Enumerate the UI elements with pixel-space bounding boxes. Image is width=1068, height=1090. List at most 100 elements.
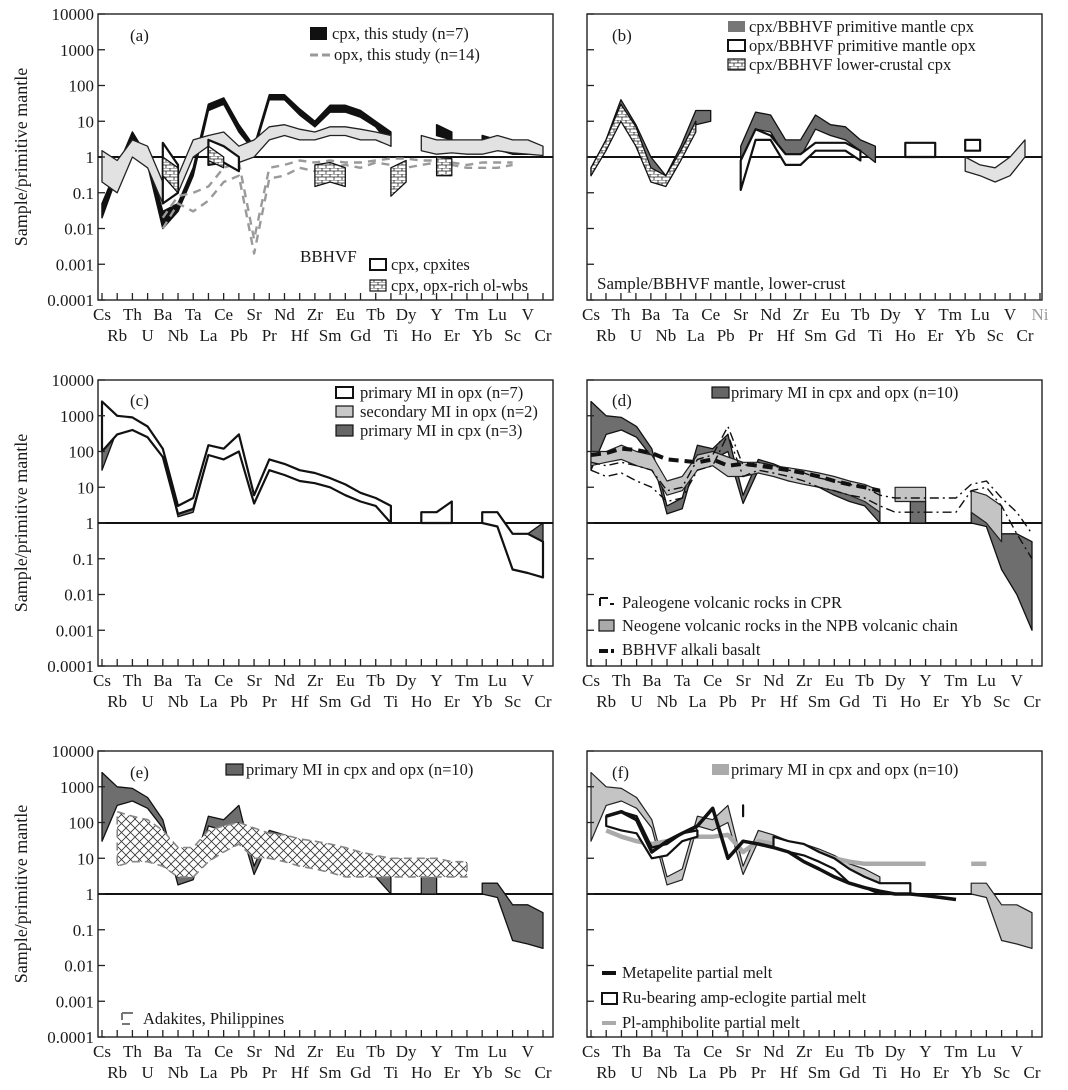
x-tick-label-th: Th bbox=[123, 305, 142, 324]
x-tick-label-er: Er bbox=[444, 1063, 460, 1082]
legend-label-opx-primitive: opx/BBHVF primitive mantle opx bbox=[749, 36, 977, 55]
x-tick-label-sm: Sm bbox=[804, 326, 827, 345]
x-tick-label-nb: Nb bbox=[657, 692, 678, 711]
x-tick-label-er: Er bbox=[933, 1063, 949, 1082]
x-tick-label-eu: Eu bbox=[336, 305, 355, 324]
x-tick-label-dy: Dy bbox=[396, 1042, 417, 1061]
x-tick-label-ho: Ho bbox=[900, 692, 921, 711]
y-tick-label: 0.1 bbox=[73, 921, 94, 940]
x-tick-label-pb: Pb bbox=[717, 326, 735, 345]
series-5-segment-1 bbox=[162, 156, 179, 194]
x-tick-label-nd: Nd bbox=[274, 1042, 295, 1061]
series-2-segment-1 bbox=[161, 161, 513, 255]
x-tick-label-yb: Yb bbox=[472, 326, 493, 345]
x-tick-label-sr: Sr bbox=[733, 305, 748, 324]
x-tick-label-ti: Ti bbox=[873, 1063, 888, 1082]
panel-c: (c) primary MI in opx (n=7) secondary MI… bbox=[97, 379, 554, 667]
legend-key-opx-primitive bbox=[727, 39, 746, 52]
x-tick-label-zr: Zr bbox=[307, 671, 323, 690]
y-tick-label: 100 bbox=[69, 814, 95, 833]
x-tick-label-cs: Cs bbox=[93, 671, 111, 690]
x-tick-label-eu: Eu bbox=[825, 1042, 844, 1061]
x-tick-label-sc: Sc bbox=[993, 1063, 1010, 1082]
panel-a-annotation-bbhvf: BBHVF bbox=[300, 247, 357, 266]
x-tick-label-v: V bbox=[1004, 305, 1017, 324]
x-tick-label-zr: Zr bbox=[796, 1042, 812, 1061]
legend-label-cpx-this-study: cpx, this study (n=7) bbox=[332, 24, 469, 43]
legend-key-primary-mi-opx bbox=[335, 386, 354, 399]
x-tick-label-er: Er bbox=[444, 326, 460, 345]
x-tick-label-eu: Eu bbox=[825, 671, 844, 690]
legend-key-paleogene bbox=[599, 597, 614, 606]
x-tick-label-tb: Tb bbox=[855, 1042, 874, 1061]
legend-key-primary-mi-cpx-opx-f bbox=[712, 764, 729, 775]
x-tick-label-ti: Ti bbox=[384, 326, 399, 345]
y-tick-label: 0.0001 bbox=[47, 657, 94, 676]
x-tick-label-ta: Ta bbox=[185, 305, 202, 324]
y-tick-label: 0.01 bbox=[64, 220, 94, 239]
x-tick-label-sr: Sr bbox=[736, 1042, 751, 1061]
y-tick-label: 100 bbox=[69, 77, 95, 96]
x-tick-label-pb: Pb bbox=[230, 326, 248, 345]
x-tick-label-sm: Sm bbox=[808, 692, 831, 711]
x-tick-label-cr: Cr bbox=[535, 326, 552, 345]
x-tick-label-dy: Dy bbox=[885, 1042, 906, 1061]
series-2-segment-2 bbox=[904, 141, 937, 159]
y-tick-label: 1000 bbox=[60, 778, 94, 797]
x-tick-label-nd: Nd bbox=[763, 671, 784, 690]
x-tick-label-nd: Nd bbox=[760, 305, 781, 324]
x-tick-label-dy: Dy bbox=[396, 305, 417, 324]
x-tick-label-sr: Sr bbox=[247, 305, 262, 324]
x-tick-label-hf: Hf bbox=[780, 1063, 798, 1082]
panel-f-label: (f) bbox=[612, 763, 629, 782]
x-tick-label-lu: Lu bbox=[488, 1042, 507, 1061]
x-tick-label-yb: Yb bbox=[961, 1063, 982, 1082]
panel-f-legend: primary MI in cpx and opx (n=10) Metapel… bbox=[601, 760, 958, 1032]
x-tick-label-ce: Ce bbox=[214, 671, 233, 690]
x-tick-label-rb: Rb bbox=[107, 1063, 127, 1082]
x-tick-label-nd: Nd bbox=[274, 305, 295, 324]
x-tick-label-cs: Cs bbox=[582, 305, 600, 324]
x-tick-label-ho: Ho bbox=[411, 326, 432, 345]
y-axis-label: Sample/primitive mantle bbox=[11, 434, 31, 612]
panel-c-label: (c) bbox=[130, 391, 149, 410]
panel-e-label: (e) bbox=[130, 763, 149, 782]
x-tick-label-ho: Ho bbox=[411, 692, 432, 711]
x-tick-label-ta: Ta bbox=[185, 1042, 202, 1061]
x-tick-label-tb: Tb bbox=[366, 671, 385, 690]
x-tick-label-tm: Tm bbox=[944, 1042, 968, 1061]
series-3-segment-2 bbox=[420, 134, 544, 157]
x-tick-label-gd: Gd bbox=[350, 1063, 371, 1082]
x-tick-label-pb: Pb bbox=[719, 692, 737, 711]
legend-key-primary-mi-cpx-opx-e bbox=[225, 763, 244, 776]
y-tick-label: 0.001 bbox=[56, 255, 94, 274]
y-tick-label: 1000 bbox=[60, 41, 94, 60]
x-tick-label-sr: Sr bbox=[736, 671, 751, 690]
x-tick-label-nb: Nb bbox=[168, 692, 189, 711]
x-tick-label-sm: Sm bbox=[319, 326, 342, 345]
panel-b-legend: cpx/BBHVF primitive mantle cpx opx/BBHVF… bbox=[727, 17, 977, 74]
y-tick-label: 0.001 bbox=[56, 621, 94, 640]
x-tick-label-cr: Cr bbox=[535, 1063, 552, 1082]
x-tick-label-la: La bbox=[688, 1063, 706, 1082]
panel-c-legend: primary MI in opx (n=7) secondary MI in … bbox=[335, 383, 538, 440]
x-tick-label-th: Th bbox=[611, 305, 630, 324]
x-tick-label-pr: Pr bbox=[262, 1063, 277, 1082]
x-tick-label-hf: Hf bbox=[780, 692, 798, 711]
panel-plot-5 bbox=[98, 771, 553, 950]
legend-label-paleogene: Paleogene volcanic rocks in CPR bbox=[622, 593, 842, 612]
x-tick-label-zr: Zr bbox=[793, 305, 809, 324]
x-tick-label-ho: Ho bbox=[895, 326, 916, 345]
x-tick-label-yb: Yb bbox=[472, 692, 493, 711]
x-tick-label-y: Y bbox=[430, 305, 442, 324]
x-tick-label-ho: Ho bbox=[411, 1063, 432, 1082]
legend-label-adakites: Adakites, Philippines bbox=[143, 1009, 284, 1028]
series-4-segment-1 bbox=[964, 139, 1026, 183]
series-2-segment-3 bbox=[970, 490, 1003, 543]
x-tick-label-y: Y bbox=[914, 305, 926, 324]
x-tick-label-cr: Cr bbox=[1017, 326, 1034, 345]
plot-layer bbox=[98, 94, 1042, 950]
series-3-segment-1 bbox=[590, 103, 697, 188]
series-2-segment-1 bbox=[116, 810, 468, 878]
x-tick-label-eu: Eu bbox=[336, 671, 355, 690]
